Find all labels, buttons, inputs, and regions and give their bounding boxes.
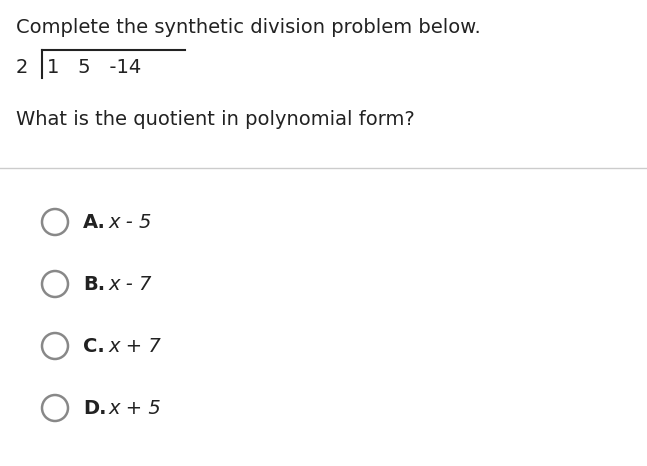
Text: A.: A.	[83, 212, 106, 232]
Text: x - 5: x - 5	[108, 212, 151, 232]
Text: C.: C.	[83, 336, 105, 356]
Text: Complete the synthetic division problem below.: Complete the synthetic division problem …	[16, 18, 481, 37]
Text: What is the quotient in polynomial form?: What is the quotient in polynomial form?	[16, 110, 415, 129]
Text: x + 5: x + 5	[108, 398, 160, 418]
Text: x - 7: x - 7	[108, 274, 151, 294]
Text: x + 7: x + 7	[108, 336, 160, 356]
Text: 2: 2	[16, 58, 28, 77]
Text: B.: B.	[83, 274, 105, 294]
Text: D.: D.	[83, 398, 107, 418]
Text: 1   5   -14: 1 5 -14	[47, 58, 141, 77]
